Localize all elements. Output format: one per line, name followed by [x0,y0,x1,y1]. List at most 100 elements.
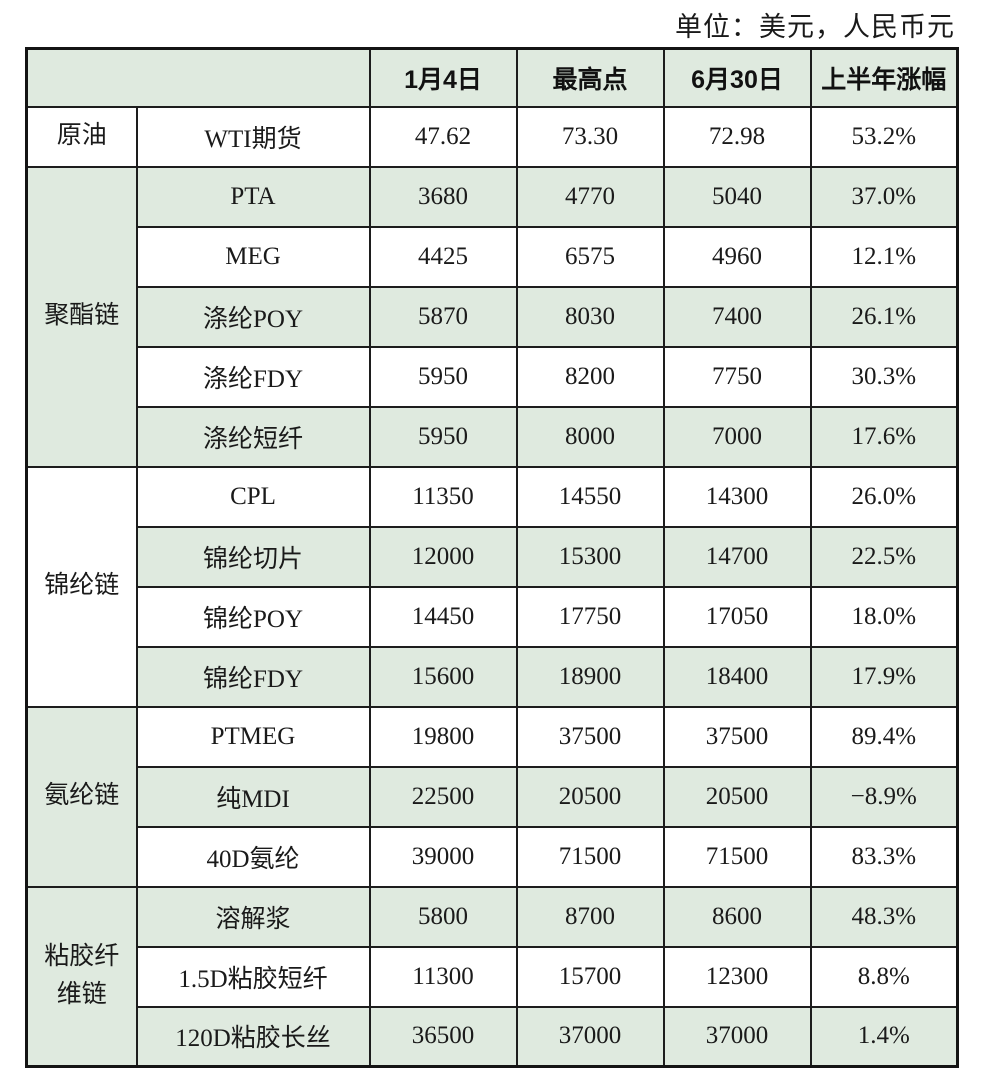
header-cell-jan4: 1月4日 [368,47,518,108]
table-row: 聚酯链 PTA 3680 4770 5040 37.0% [25,165,959,468]
value-peak: 18900 [515,645,665,708]
value-jun30: 7400 [662,285,812,348]
value-peak: 37000 [515,1005,665,1068]
value-jun30: 20500 [662,765,812,828]
group-cell-nylon-chain: 锦纶链 [25,465,138,708]
value-peak: 8000 [515,405,665,468]
value-jan4: 36500 [368,1005,518,1068]
value-jan4: 15600 [368,645,518,708]
value-jun30: 71500 [662,825,812,888]
product-cell: MEG [135,225,371,288]
product-cell: 锦纶FDY [135,645,371,708]
table-row: 锦纶POY 14450 17750 17050 18.0% [27,585,959,648]
table-row: 涤纶POY 5870 8030 7400 26.1% [27,285,959,348]
value-change: 89.4% [809,705,959,768]
value-jun30: 7750 [662,345,812,408]
value-jan4: 19800 [368,705,518,768]
product-cell: PTA [135,165,371,228]
product-cell: 120D粘胶长丝 [135,1005,371,1068]
value-change: 22.5% [809,525,959,588]
value-jan4: 47.62 [368,105,518,168]
product-cell: 涤纶FDY [135,345,371,408]
value-jan4: 5950 [368,405,518,468]
value-jan4: 3680 [368,165,518,228]
table-row: 锦纶切片 12000 15300 14700 22.5% [27,525,959,588]
value-jan4: 22500 [368,765,518,828]
commodity-price-table: 1月4日 最高点 6月30日 上半年涨幅 原油 WTI期货 47.62 73.3… [25,47,959,1068]
value-change: 83.3% [809,825,959,888]
product-cell: 溶解浆 [135,885,371,948]
table-row: 粘胶纤维链 溶解浆 5800 8700 8600 48.3% [25,885,959,1068]
product-cell: 40D氨纶 [135,825,371,888]
value-change: 1.4% [809,1005,959,1068]
value-peak: 15300 [515,525,665,588]
value-jun30: 72.98 [662,105,812,168]
value-change: 53.2% [809,105,959,168]
product-cell: WTI期货 [135,105,371,168]
value-jun30: 7000 [662,405,812,468]
value-change: −8.9% [809,765,959,828]
value-change: 37.0% [809,165,959,228]
value-jan4: 12000 [368,525,518,588]
table-row: MEG 4425 6575 4960 12.1% [27,225,959,288]
value-jun30: 12300 [662,945,812,1008]
product-cell: 1.5D粘胶短纤 [135,945,371,1008]
value-jan4: 11300 [368,945,518,1008]
product-cell: 锦纶POY [135,585,371,648]
value-jun30: 8600 [662,885,812,948]
value-change: 18.0% [809,585,959,648]
value-jan4: 39000 [368,825,518,888]
value-jun30: 14300 [662,465,812,528]
group-cell-crude-oil: 原油 [25,105,138,168]
value-jun30: 17050 [662,585,812,648]
product-cell: CPL [135,465,371,528]
value-peak: 4770 [515,165,665,228]
value-change: 26.1% [809,285,959,348]
value-jan4: 5800 [368,885,518,948]
value-jan4: 5950 [368,345,518,408]
value-peak: 8200 [515,345,665,408]
value-peak: 15700 [515,945,665,1008]
header-cell-jun30: 6月30日 [662,47,812,108]
table-row: 120D粘胶长丝 36500 37000 37000 1.4% [27,1005,959,1068]
value-peak: 20500 [515,765,665,828]
table-row: 1.5D粘胶短纤 11300 15700 12300 8.8% [27,945,959,1008]
product-cell: 锦纶切片 [135,525,371,588]
value-change: 48.3% [809,885,959,948]
value-change: 26.0% [809,465,959,528]
value-peak: 17750 [515,585,665,648]
product-cell: 涤纶短纤 [135,405,371,468]
value-peak: 73.30 [515,105,665,168]
value-peak: 71500 [515,825,665,888]
table-row: 氨纶链 PTMEG 19800 37500 37500 89.4% [25,705,959,888]
value-jan4: 11350 [368,465,518,528]
value-peak: 37500 [515,705,665,768]
table-row: 纯MDI 22500 20500 20500 −8.9% [27,765,959,828]
value-peak: 8700 [515,885,665,948]
value-jan4: 4425 [368,225,518,288]
table-row: 涤纶短纤 5950 8000 7000 17.6% [27,405,959,468]
table-row: 涤纶FDY 5950 8200 7750 30.3% [27,345,959,408]
value-jun30: 14700 [662,525,812,588]
header-cell-peak: 最高点 [515,47,665,108]
table-row: 40D氨纶 39000 71500 71500 83.3% [27,825,959,888]
header-cell-empty [25,47,371,108]
value-change: 12.1% [809,225,959,288]
group-cell-viscose-fiber-chain: 粘胶纤维链 [25,885,138,1068]
value-change: 8.8% [809,945,959,1008]
group-cell-spandex-chain: 氨纶链 [25,705,138,888]
value-jun30: 37500 [662,705,812,768]
value-jun30: 18400 [662,645,812,708]
value-jan4: 14450 [368,585,518,648]
header-row: 1月4日 最高点 6月30日 上半年涨幅 [25,47,959,108]
value-jan4: 5870 [368,285,518,348]
unit-note: 单位：美元，人民币元 [675,12,955,42]
value-peak: 8030 [515,285,665,348]
value-change: 17.6% [809,405,959,468]
header-cell-change: 上半年涨幅 [809,47,959,108]
product-cell: 涤纶POY [135,285,371,348]
value-change: 30.3% [809,345,959,408]
value-change: 17.9% [809,645,959,708]
table-row: 锦纶FDY 15600 18900 18400 17.9% [27,645,959,708]
product-cell: 纯MDI [135,765,371,828]
